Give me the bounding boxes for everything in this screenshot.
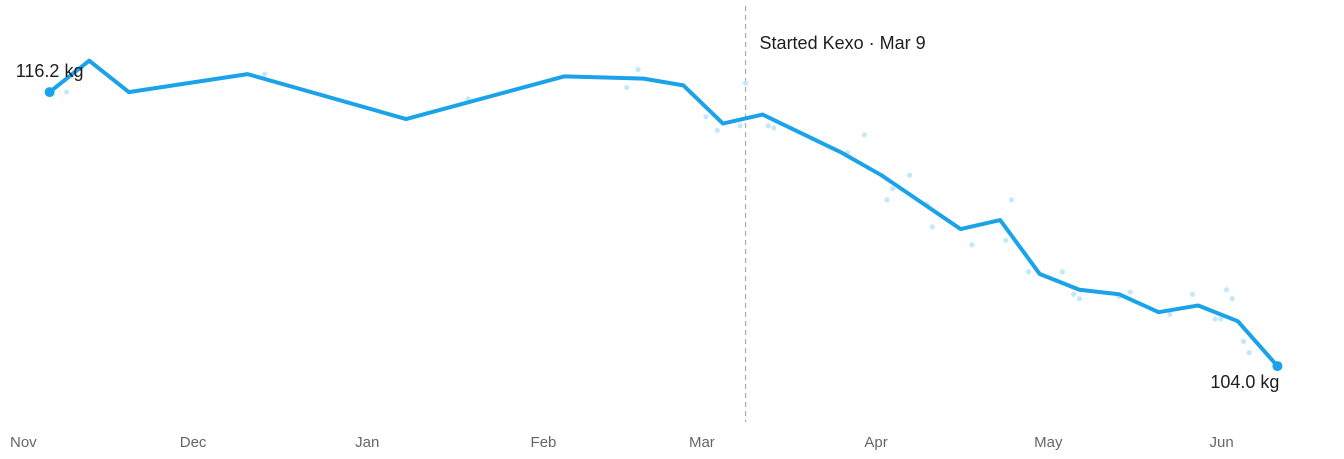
reading-point [884,197,890,203]
reading-point [1167,311,1173,318]
reading-point [929,224,935,230]
reading-point [765,123,771,129]
reading-point [1240,338,1247,344]
reading-point [262,71,268,77]
reading-point [861,132,867,138]
end-point [44,87,55,98]
annotation-label: Started Kexo · Mar 9 [760,33,926,53]
value-label: 116.2 kg [16,61,84,81]
reading-point [742,80,749,86]
reading-point [1218,316,1224,322]
x-tick-label: Apr [864,434,887,451]
x-tick-label: Jan [355,434,379,451]
reading-point [969,242,975,248]
x-tick-label: Feb [531,434,557,451]
reading-point [1076,296,1082,302]
end-point [1272,361,1283,372]
reading-point [63,89,70,95]
x-tick-label: Jun [1210,434,1234,451]
value-label: 104.0 kg [1210,372,1279,392]
reading-point [635,67,641,73]
reading-point [1025,269,1032,275]
reading-point [1229,296,1235,302]
x-tick-label: Nov [10,434,37,451]
reading-point [714,127,720,133]
trend-line [47,58,1280,369]
reading-point [624,84,630,91]
reading-point [890,186,896,192]
reading-point [1189,291,1196,297]
reading-point [1212,316,1218,322]
reading-point [1071,291,1077,297]
reading-point [703,114,709,120]
reading-point [1003,237,1009,243]
reading-point [1008,197,1015,203]
reading-point [771,125,777,131]
reading-point [737,123,743,129]
x-tick-label: Mar [689,434,715,451]
reading-point [1223,287,1230,293]
reading-point [1246,350,1252,356]
reading-point [1059,269,1066,275]
x-tick-label: May [1034,434,1063,451]
reading-point [1127,289,1133,295]
x-tick-label: Dec [180,434,207,451]
reading-point [907,172,913,178]
